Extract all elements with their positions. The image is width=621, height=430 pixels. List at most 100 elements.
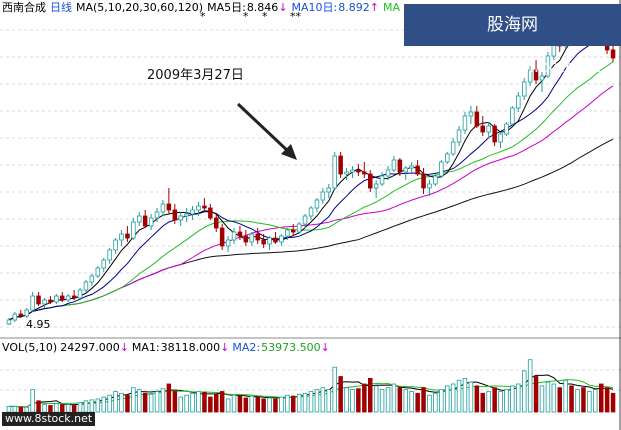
candle-body	[433, 175, 438, 185]
volume-bar	[249, 395, 254, 413]
candle-body	[148, 217, 154, 227]
candle-body	[196, 205, 201, 211]
volume-bar	[373, 385, 379, 413]
candle-body	[243, 235, 249, 243]
candle-body	[356, 169, 361, 173]
candle-body	[136, 215, 142, 223]
candle-body	[468, 111, 474, 117]
ma20-line	[8, 61, 614, 321]
arrow-head	[281, 144, 297, 160]
candle-body	[444, 153, 450, 163]
volume-bar	[356, 388, 361, 413]
volume-bar	[296, 393, 302, 413]
date-annotation: 2009年3月27日	[147, 68, 244, 83]
volume-bar	[196, 391, 201, 413]
candle-body	[527, 69, 533, 83]
candle-body	[415, 165, 420, 175]
candle-body	[279, 235, 284, 243]
candle-body	[166, 203, 172, 211]
candle-body	[539, 75, 545, 81]
volume-bar	[101, 396, 107, 413]
volume-bar	[190, 392, 195, 413]
candle-body	[65, 295, 71, 301]
candle-body	[249, 233, 254, 243]
candle-body	[516, 95, 521, 109]
volume-bar	[480, 392, 485, 413]
volume-bar	[444, 385, 450, 413]
volume-bar	[54, 403, 59, 413]
volume-bar	[510, 385, 515, 413]
candle-body	[545, 55, 551, 77]
candle-body	[486, 125, 491, 133]
moving-average-lines	[8, 29, 614, 321]
volume-bar	[332, 366, 337, 413]
volume-bar	[587, 391, 592, 413]
candle-body	[6, 319, 12, 325]
volume-bar	[367, 377, 373, 413]
volume-bar	[237, 395, 243, 413]
volume-bar	[539, 385, 545, 413]
volume-bar	[450, 383, 456, 413]
ma2-value: 53973.500	[261, 341, 321, 354]
volume-bar	[421, 387, 426, 413]
candle-body	[154, 211, 160, 219]
volume-bar	[243, 397, 249, 413]
volume-bar	[261, 398, 266, 413]
candle-body	[213, 217, 219, 229]
volume-bar	[516, 383, 521, 413]
candle-body	[89, 275, 95, 283]
volume-bar	[42, 404, 47, 413]
volume-bar	[397, 387, 403, 413]
candle-body	[296, 223, 302, 233]
candle-body	[30, 295, 35, 311]
volume-bar	[379, 389, 385, 413]
volume-bar	[24, 406, 29, 413]
candle-body	[101, 259, 107, 269]
volume-bar	[77, 402, 83, 413]
candle-body	[267, 237, 272, 245]
volume-bar	[427, 394, 432, 413]
volume-bar	[273, 398, 278, 413]
volume-bar	[486, 391, 491, 413]
candle-body	[273, 237, 278, 243]
volume-bar	[279, 396, 284, 413]
candle-body	[113, 239, 118, 251]
candle-body	[36, 295, 41, 305]
candle-body	[255, 233, 260, 241]
ma2-arrow: ↓	[320, 341, 330, 354]
candle-body	[344, 171, 349, 175]
volume-bar	[178, 396, 183, 413]
candle-body	[326, 187, 331, 193]
candle-body	[71, 295, 77, 299]
volume-bar	[6, 405, 12, 413]
candle-body	[385, 169, 391, 177]
vol-label: VOL(5,10)	[2, 341, 58, 354]
candle-body	[474, 111, 480, 127]
volume-bar	[95, 398, 101, 413]
candle-body	[142, 215, 148, 227]
candle-body	[48, 299, 53, 303]
volume-bar	[142, 392, 148, 413]
candle-body	[439, 161, 444, 177]
candle-body	[610, 49, 616, 59]
volume-bar	[119, 392, 124, 413]
volume-bar	[12, 405, 18, 413]
candle-body	[397, 159, 403, 173]
volume-bar	[285, 394, 290, 413]
volume-bar	[557, 387, 563, 413]
volume-bar	[107, 394, 112, 413]
ma5-line	[8, 29, 614, 321]
candle-body	[314, 199, 320, 209]
candle-body	[504, 123, 509, 135]
volume-bar	[267, 397, 272, 413]
volume-bars	[6, 359, 616, 413]
candle-body	[391, 159, 397, 171]
volume-bar	[593, 389, 598, 413]
volume-bar	[385, 387, 391, 413]
volume-bar	[18, 406, 24, 413]
volume-bar	[202, 391, 207, 413]
candle-body	[219, 227, 225, 247]
candle-body	[60, 295, 65, 301]
vol-value: 24297.000	[60, 341, 120, 354]
candle-body	[184, 213, 189, 217]
